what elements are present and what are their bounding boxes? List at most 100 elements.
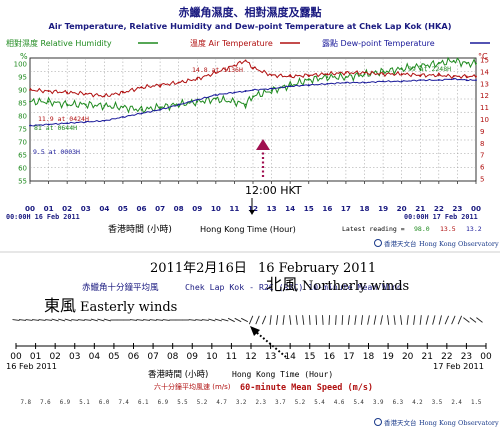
x-tick-label: 12 [248, 204, 258, 213]
series-point [437, 62, 440, 65]
wind-barb [463, 317, 470, 323]
series-point [345, 81, 347, 84]
x-tick-label: 18 [359, 204, 369, 213]
series-point [196, 78, 199, 80]
speed-value: 5.4 [353, 400, 364, 406]
y-left-tick-label: 80 [18, 113, 27, 121]
wind-barb [149, 319, 157, 321]
x-tick-label: 08 [174, 204, 184, 213]
x-tick-label: 07 [155, 204, 165, 213]
wind-barb [282, 315, 285, 325]
speed-value: 7.4 [118, 400, 129, 406]
wind-barb [308, 315, 311, 325]
top-start-label: 00:00H 16 Feb 2011 [6, 213, 80, 221]
series-point [177, 103, 180, 106]
wind-barb [413, 315, 416, 325]
bottom-x-tick-label: 07 [147, 352, 158, 362]
latest-humidity: 98.0 [414, 225, 430, 233]
wind-barb [208, 318, 216, 322]
latest-dew: 13.2 [466, 225, 482, 233]
annotation-min-temp: 11.9 at 0424H [38, 115, 89, 123]
series-point [177, 81, 180, 84]
top-grid [30, 58, 476, 181]
wind-barb [18, 319, 27, 321]
series-point [122, 91, 124, 94]
wind-barb [136, 319, 144, 321]
left-unit: % [20, 52, 28, 61]
wind-barb [341, 315, 344, 325]
x-tick-label: 20 [397, 204, 407, 213]
bottom-x-tick-label: 20 [402, 352, 414, 362]
top-y-left-ticks: 100 95 90 85 80 75 70 65 60 55 [14, 61, 27, 186]
bottom-x-tick-label: 14 [284, 352, 296, 362]
bottom-x-tick-label: 04 [89, 352, 101, 362]
annotation-min-dew: 9.5 at 0003H [33, 148, 80, 156]
bottom-x-ticks: 00 01 02 03 04 05 06 07 08 09 10 11 12 13 14 15 16 17 18 19… [10, 343, 492, 362]
x-tick-label: 11 [229, 204, 239, 213]
series-point [140, 86, 143, 89]
wind-barb [77, 319, 85, 321]
speed-value: 5.2 [295, 400, 305, 406]
bottom-title-en: Chek Lap Kok - R2C (R2C) 10-minute Mean … [185, 282, 402, 292]
bottom-logo: 香港天文台 Hong Kong Observatory [374, 418, 499, 427]
y-left-tick-label: 65 [18, 152, 27, 160]
speed-value: 3.5 [432, 400, 443, 406]
bottom-x-tick-label: 01 [30, 352, 41, 362]
bottom-title-cn: 赤鱲角十分鐘平均風 [82, 282, 159, 293]
x-tick-label: 05 [118, 204, 128, 213]
series-point [159, 106, 161, 109]
wind-barb [457, 315, 463, 325]
wind-barb [295, 315, 298, 325]
y-left-tick-label: 70 [18, 139, 27, 147]
bottom-x-tick-label: 06 [128, 352, 140, 362]
latest-air: 13.5 [440, 225, 456, 233]
series-point [345, 71, 347, 74]
series-point [475, 62, 477, 65]
series-point [122, 116, 124, 118]
top-logo: 香港天文台 Hong Kong Observatory [374, 239, 499, 248]
bottom-x-tick-label: 10 [206, 352, 218, 362]
bottom-x-tick-label: 08 [167, 352, 179, 362]
wind-barb [234, 317, 242, 323]
series-point [270, 87, 273, 90]
series-point [84, 103, 87, 106]
series-point [214, 94, 217, 96]
northerly-pointer-head [250, 326, 260, 336]
wind-barb [45, 319, 53, 321]
series-point [233, 100, 236, 103]
wind-barb [201, 319, 209, 321]
wind-barb [432, 315, 436, 325]
northerly-en: Northerly winds [302, 279, 409, 294]
wind-barb [438, 315, 442, 325]
legend-humidity-label: 相對濕度 Relative Humidity [6, 38, 112, 48]
series-point [382, 80, 384, 83]
wind-barb [269, 315, 272, 325]
x-tick-label: 22 [434, 204, 444, 213]
x-tick-label: 21 [415, 204, 425, 213]
y-right-tick-label: 8 [480, 140, 484, 148]
series-point [465, 75, 468, 78]
y-right-tick-label: 14 [480, 68, 489, 76]
series-point [289, 75, 292, 78]
wind-barb [380, 315, 383, 325]
wind-barb [240, 317, 249, 323]
wind-barb [51, 318, 59, 322]
wind-barb [214, 318, 222, 322]
bottom-x-tick-label: 19 [382, 352, 394, 362]
x-tick-label: 14 [285, 204, 295, 213]
speed-label-cn: 六十分鐘平均風速 (m/s) [154, 382, 231, 391]
wind-barb [143, 319, 151, 321]
series-point [29, 100, 31, 103]
wind-barb [195, 319, 203, 321]
series-point [419, 74, 422, 77]
series-point [159, 108, 161, 111]
series-point [244, 90, 247, 93]
speed-value: 4.7 [216, 400, 227, 406]
bottom-x-tick-label: 11 [226, 352, 237, 362]
wind-barb [387, 315, 390, 325]
wind-barb [12, 319, 20, 321]
speed-value: 7.6 [40, 400, 51, 406]
speed-value: 7.8 [21, 400, 32, 406]
series-point [326, 76, 329, 79]
